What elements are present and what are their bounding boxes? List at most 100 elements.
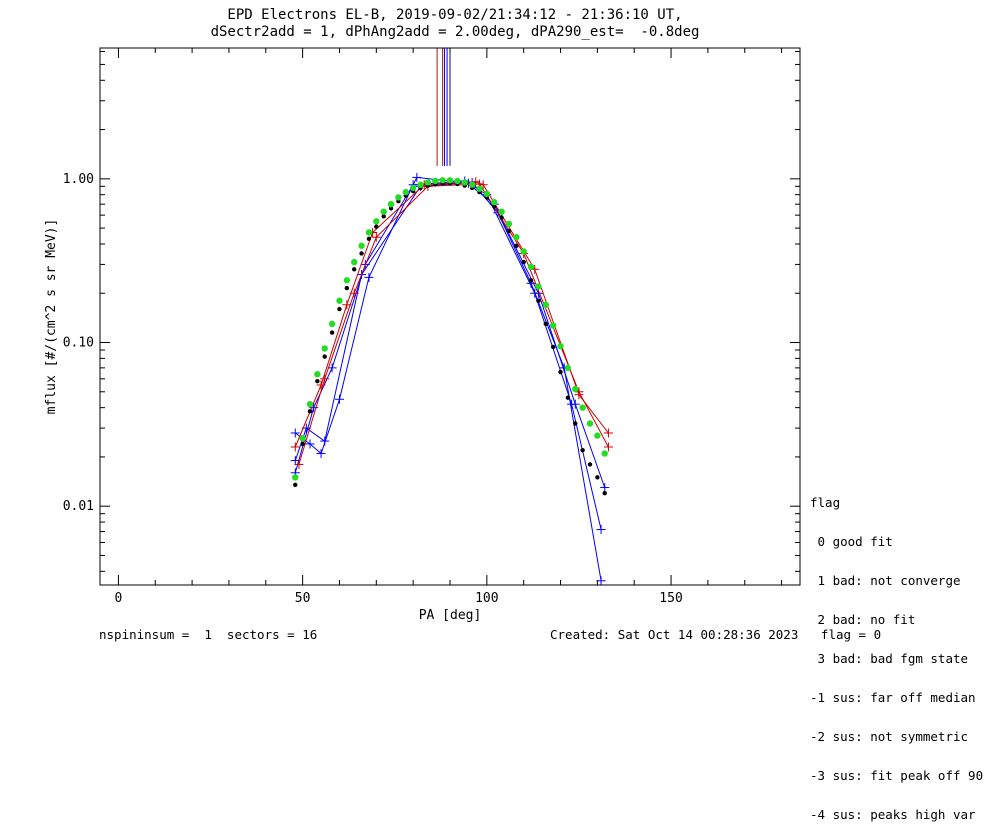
fit-point-green: [402, 188, 409, 196]
x-axis-label: PA [deg]: [419, 608, 482, 623]
y-axis-label: mflux [#/(cm^2 s sr MeV)]: [44, 219, 59, 415]
fit-point: [595, 475, 600, 480]
chart-title-line-1: EPD Electrons EL-B, 2019-09-02/21:34:12 …: [227, 7, 683, 23]
fit-point-green: [520, 248, 527, 255]
fit-point-green: [432, 177, 439, 185]
fit-point-green: [439, 177, 446, 184]
fit-point: [359, 251, 364, 256]
fit-point: [558, 369, 563, 375]
fit-point-green: [549, 322, 557, 329]
legend-item: 3 bad: bad fgm state: [810, 651, 969, 666]
fit-point-green: [579, 404, 586, 411]
y-tick-label: 0.10: [63, 336, 94, 351]
fit-point-green: [557, 342, 564, 350]
fit-point-green: [476, 185, 483, 192]
series-line: [298, 183, 609, 465]
series-line: [294, 181, 609, 448]
fit-point: [587, 462, 593, 467]
legend-item: -4 sus: peaks high var: [810, 807, 976, 822]
fit-point-green: [454, 177, 461, 185]
y-tick-label: 0.01: [63, 499, 94, 514]
fit-point: [528, 278, 534, 283]
fit-point-green: [358, 242, 365, 249]
fit-point: [366, 236, 372, 242]
data-point-plus: [596, 576, 606, 585]
data-point-plus: [364, 272, 374, 282]
footer-sector-info: nspininsum = 1 sectors = 16: [99, 627, 318, 642]
fit-point-green: [535, 283, 542, 290]
fit-point-green: [380, 208, 387, 215]
x-tick-label: 0: [115, 591, 123, 606]
fit-point-green: [468, 181, 476, 188]
fit-point: [307, 409, 313, 414]
axis-layer: 0 50 100 150 0.01 0.10 1.00: [63, 48, 800, 606]
fit-point-green: [299, 435, 306, 442]
fit-point-green: [527, 263, 535, 271]
x-tick-label: 150: [659, 591, 682, 606]
data-point-plus: [596, 525, 606, 535]
fit-point-green: [409, 184, 417, 192]
fit-point: [337, 306, 342, 312]
fit-point-green: [336, 297, 343, 304]
fit-point: [580, 447, 585, 453]
x-tick-label: 50: [295, 591, 311, 606]
y-tick-label: 1.00: [63, 172, 94, 187]
data-layer: [290, 48, 613, 585]
fit-point-green: [594, 432, 601, 439]
fit-point: [322, 354, 327, 359]
fit-point-green: [387, 200, 395, 208]
data-point-plus: [327, 363, 337, 373]
fit-point: [543, 321, 548, 327]
fit-point: [300, 441, 305, 447]
fit-point-green: [601, 450, 608, 457]
data-point-plus: [309, 403, 319, 413]
pitch-angle-plot: 0 50 100 150 0.01 0.10 1.00 PA [deg] mflux [#/…: [44, 47, 801, 623]
fit-point-green: [505, 220, 513, 228]
data-point-plus: [603, 442, 613, 452]
data-point-plus: [371, 232, 381, 242]
fit-point-green: [572, 385, 579, 393]
fit-point-green: [586, 420, 594, 427]
fit-point-green: [417, 181, 424, 188]
fit-point-green: [461, 179, 468, 186]
fit-point-green: [351, 258, 358, 266]
fit-point-green: [542, 301, 549, 308]
data-point-plus: [316, 380, 326, 390]
legend-item: -3 sus: fit peak off 90: [810, 768, 984, 783]
legend-item: 2 bad: no fit: [810, 612, 916, 627]
fit-point: [565, 395, 571, 400]
fit-point-green: [483, 190, 491, 198]
fit-point-green: [424, 179, 432, 186]
x-tick-label: 100: [475, 591, 498, 606]
legend-item: 0 good fit: [810, 534, 893, 549]
fit-point: [506, 228, 512, 234]
data-point-plus: [570, 399, 580, 409]
series-line: [294, 181, 602, 581]
fit-point-green: [328, 320, 336, 328]
fit-point-green: [321, 345, 328, 352]
fit-point-green: [365, 229, 373, 236]
fit-point: [521, 259, 526, 265]
fit-point: [388, 206, 394, 211]
data-point-plus: [316, 448, 326, 458]
fit-point: [514, 243, 519, 248]
fit-point: [293, 482, 298, 488]
fit-point: [344, 285, 350, 291]
fit-point: [381, 214, 386, 219]
series-line: [294, 180, 606, 488]
data-point-plus: [334, 394, 344, 404]
data-point-plus: [290, 428, 300, 438]
legend-item: 1 bad: not converge: [810, 573, 961, 588]
data-point-plus: [320, 436, 330, 446]
fit-point: [315, 379, 320, 384]
fit-point-green: [564, 364, 572, 372]
legend-item: -2 sus: not symmetric: [810, 729, 969, 744]
fit-point: [536, 298, 541, 303]
fit-point: [329, 330, 335, 335]
data-point-plus: [320, 374, 330, 384]
data-point-plus: [600, 483, 610, 493]
fit-point-green: [491, 198, 498, 206]
fit-point: [374, 224, 379, 229]
chart-title-line-2: dSectr2add = 1, dPhAng2add = 2.00deg, dP…: [210, 24, 700, 40]
fit-point-green: [513, 233, 520, 241]
